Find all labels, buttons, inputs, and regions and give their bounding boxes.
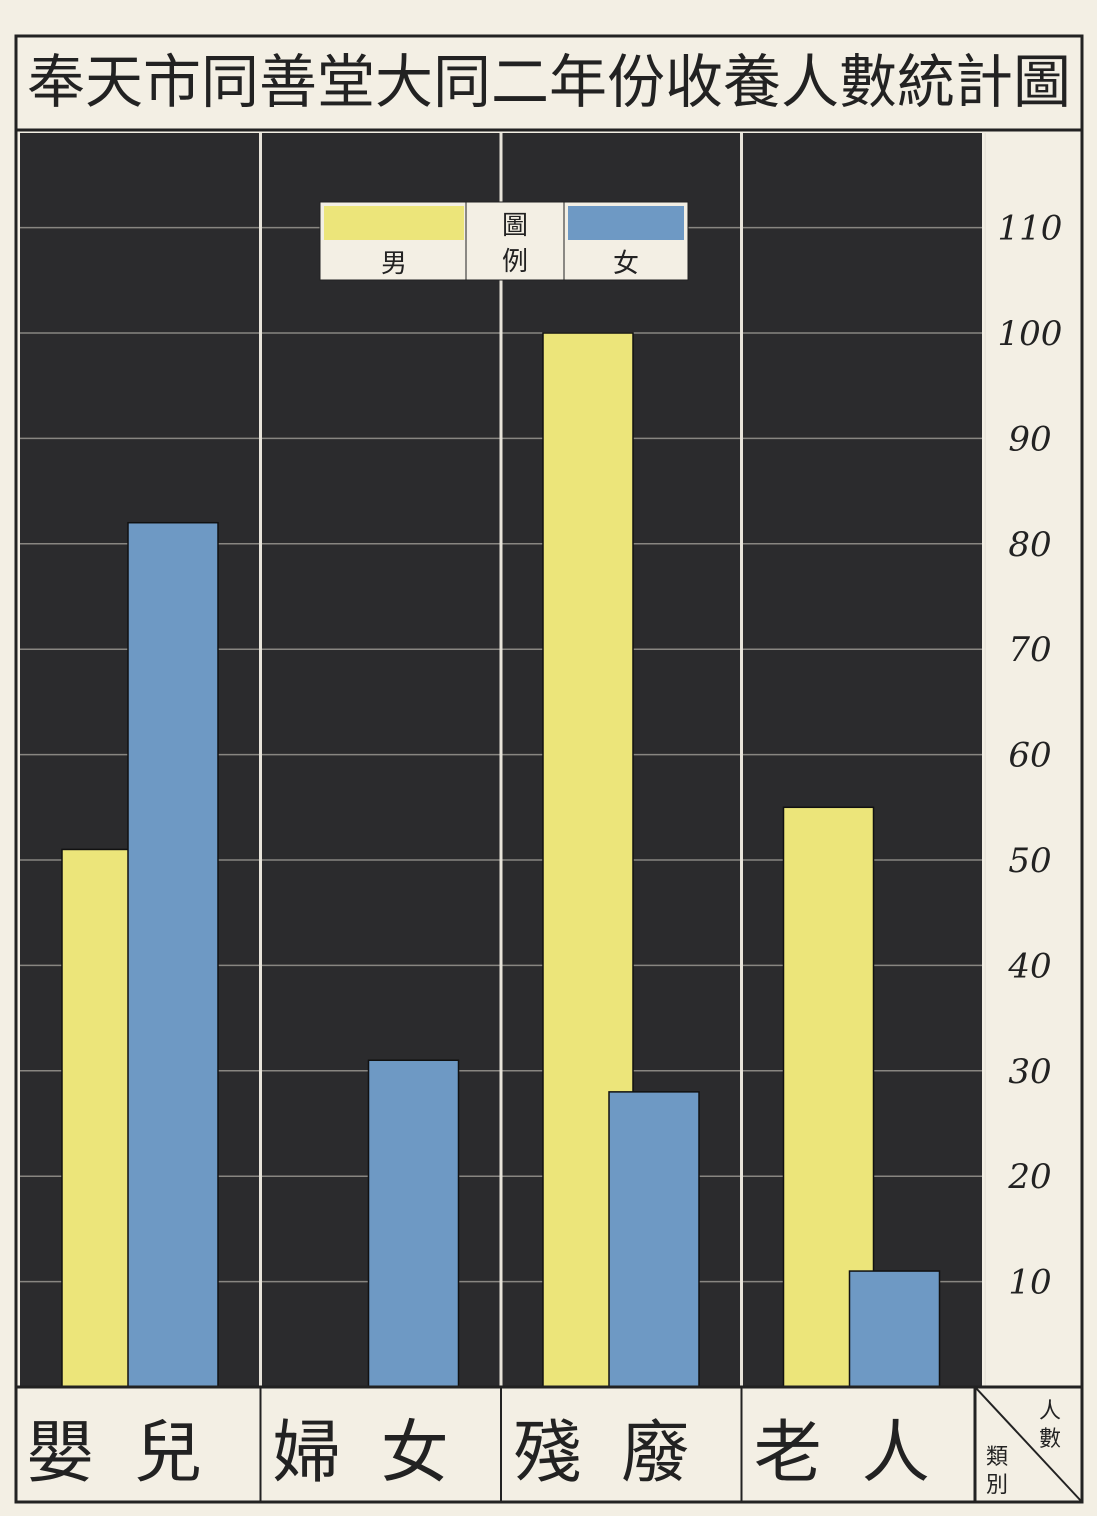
category-axis-label-char-2: 別 [986,1473,1008,1498]
y-tick-label: 80 [1008,525,1051,565]
unit-label-char-2: 數 [1039,1427,1061,1452]
category-label: 嬰兒 [26,1414,242,1493]
legend-female-label: 女 [613,249,639,279]
legend-heading-char-1: 圖 [502,211,528,241]
bar-female-3 [848,1270,941,1388]
y-tick-label: 110 [998,209,1063,249]
corner-diagonal [974,1386,1083,1503]
unit-label-char-1: 人 [1039,1399,1061,1424]
category-axis-label-char-1: 類 [986,1445,1008,1470]
legend-male-label: 男 [381,249,407,279]
y-tick-label: 20 [1007,1157,1051,1197]
y-tick-label: 100 [998,314,1063,354]
category-labels: 嬰兒 婦女 殘廢 老人 [26,1387,970,1502]
legend: 男 女 圖 例 [319,201,689,281]
bars-group [61,332,941,1388]
bar-female-1 [367,1059,460,1388]
y-tick-label: 10 [1008,1263,1051,1303]
chart-title: 奉天市同善堂大同二年份收養人數統計圖 [27,48,1071,116]
bar-female-0 [127,521,219,1388]
y-tick-label: 90 [1008,419,1051,459]
legend-heading-char-2: 例 [502,247,528,277]
bar-female-2 [608,1091,700,1388]
legend-female-swatch [568,206,684,240]
y-tick-label: 70 [1008,630,1051,670]
corner-cell: 人 數 類 別 [973,1386,1083,1503]
y-tick-label: 50 [1008,841,1051,881]
legend-male-swatch [324,206,464,240]
y-tick-label: 30 [1008,1052,1051,1092]
y-tick-labels: 10 20 30 40 50 60 70 80 90 100 110 [998,209,1063,1303]
y-axis-strip [986,133,1080,1387]
outer-frame [14,34,1084,1504]
y-tick-label: 40 [1007,946,1051,986]
category-label: 婦女 [273,1414,489,1493]
category-label: 殘廢 [513,1414,729,1493]
category-label: 老人 [754,1414,970,1493]
y-tick-label: 60 [1008,736,1051,776]
